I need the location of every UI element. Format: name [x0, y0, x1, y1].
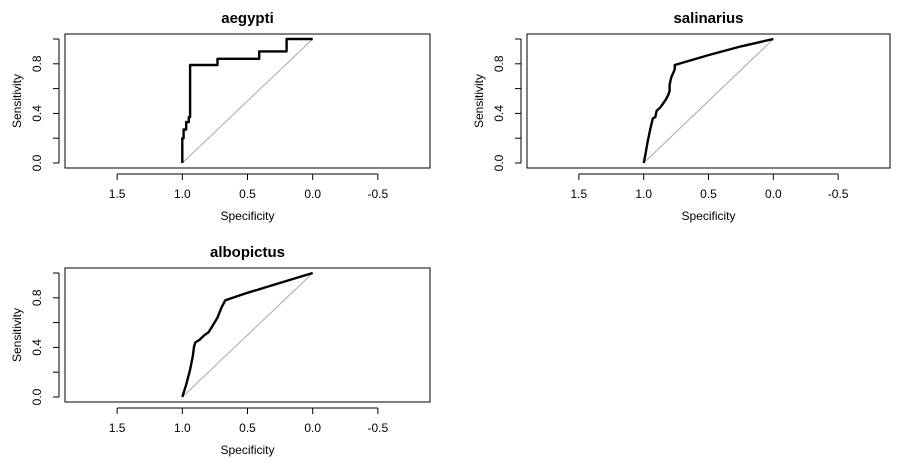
- x-tick-label: 1.0: [635, 187, 652, 201]
- x-tick-label: 0.5: [700, 187, 717, 201]
- x-tick-label: 0.0: [304, 421, 321, 435]
- roc-panel-salinarius: salinarius Specificity Sensitivity 1.5 1.…: [472, 10, 891, 223]
- y-tick-label: 0.4: [30, 339, 44, 356]
- x-tick-label: 1.5: [571, 187, 588, 201]
- x-tick-label: 0.5: [239, 187, 256, 201]
- reference-diagonal: [643, 38, 774, 164]
- x-tick-label: 1.0: [174, 187, 191, 201]
- x-tick-label: -0.5: [368, 187, 389, 201]
- x-axis-label: Specificity: [220, 209, 274, 223]
- x-tick-label: 0.0: [765, 187, 782, 201]
- y-tick-label: 0.4: [30, 105, 44, 122]
- x-tick-label: 1.5: [109, 187, 126, 201]
- y-tick-label: 0.0: [30, 388, 44, 405]
- x-axis-label: Specificity: [220, 443, 274, 457]
- roc-curve: [181, 271, 314, 398]
- roc-panel-aegypti: aegypti Specificity Sensitivity 1.5 1.0 0.…: [10, 10, 431, 223]
- x-tick-label: 0.5: [239, 421, 256, 435]
- x-tick-label: -0.5: [828, 187, 849, 201]
- reference-diagonal: [181, 38, 314, 164]
- chart-title: salinarius: [673, 10, 743, 27]
- plot-frame: [64, 267, 431, 403]
- x-tick-label: -0.5: [368, 421, 389, 435]
- y-tick-label: 0.8: [492, 55, 506, 72]
- y-axis-label: Sensitivity: [472, 74, 486, 128]
- y-tick-label: 0.8: [30, 289, 44, 306]
- x-axis-label: Specificity: [681, 209, 735, 223]
- chart-title: aegypti: [221, 10, 274, 27]
- reference-diagonal: [181, 272, 314, 398]
- y-tick-label: 0.0: [30, 154, 44, 171]
- roc-curve: [642, 37, 774, 164]
- y-tick-label: 0.0: [492, 154, 506, 171]
- x-tick-label: 1.0: [174, 421, 191, 435]
- roc-curve: [181, 37, 313, 163]
- y-tick-label: 0.4: [492, 105, 506, 122]
- y-axis-label: Sensitivity: [10, 308, 24, 362]
- plot-frame: [526, 33, 891, 169]
- y-tick-label: 0.8: [30, 55, 44, 72]
- x-tick-label: 1.5: [109, 421, 126, 435]
- x-tick-label: 0.0: [304, 187, 321, 201]
- roc-panel-albopictus: albopictus Specificity Sensitivity 1.5 1.…: [10, 244, 431, 457]
- plot-frame: [64, 33, 431, 169]
- chart-title: albopictus: [210, 244, 285, 261]
- y-axis-label: Sensitivity: [10, 74, 24, 128]
